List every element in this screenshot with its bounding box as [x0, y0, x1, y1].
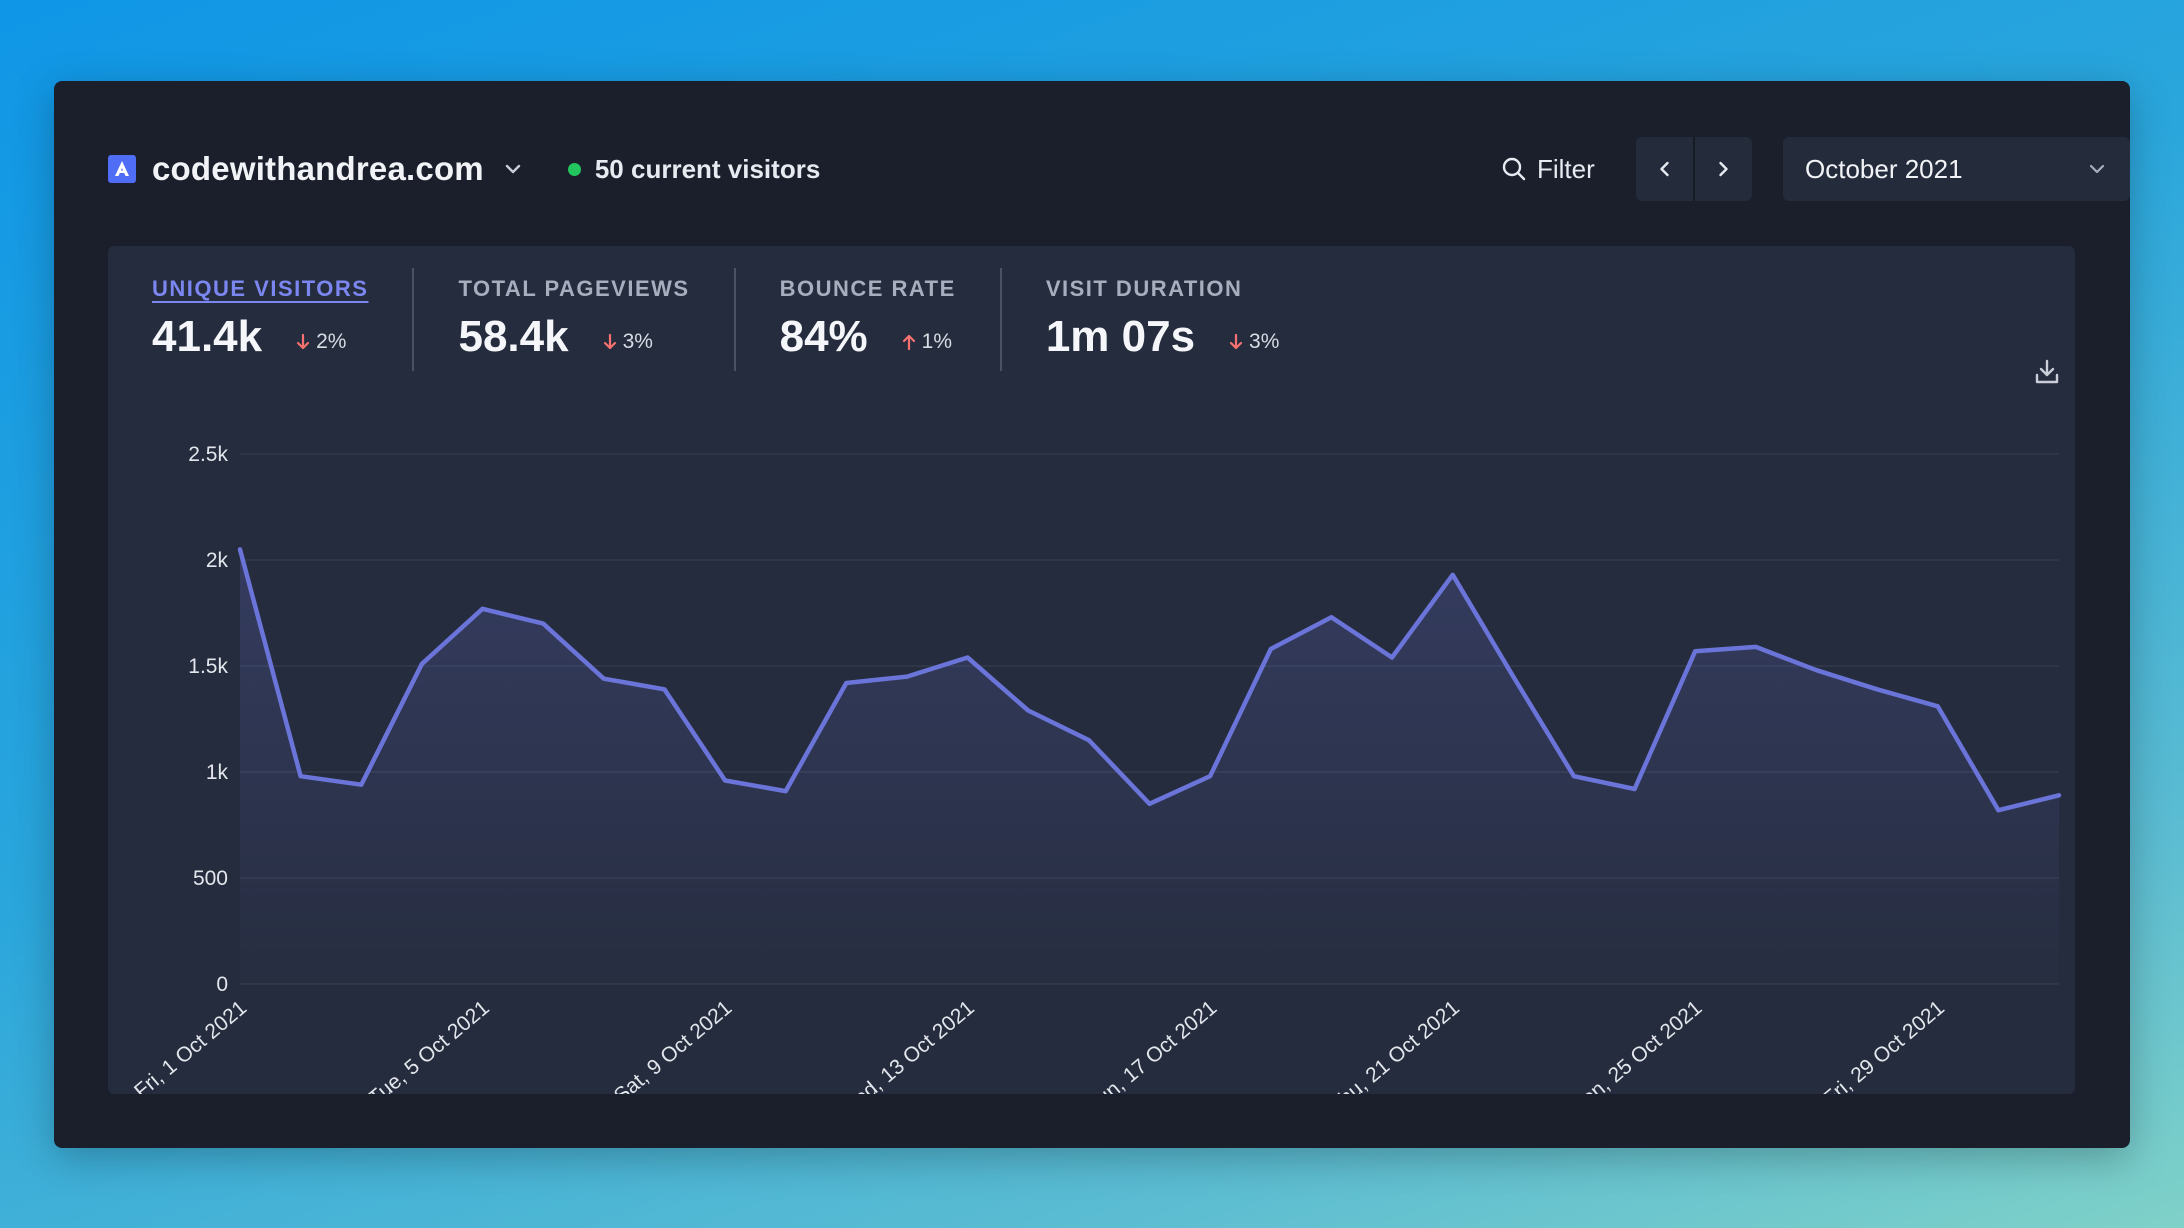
x-tick-label: Sat, 9 Oct 2021: [610, 996, 737, 1094]
chevron-left-icon: [1659, 161, 1669, 177]
x-tick-label: Fri, 1 Oct 2021: [130, 996, 251, 1094]
data-point[interactable]: [1499, 663, 1527, 691]
y-tick-label: 2.5k: [188, 443, 228, 466]
data-point[interactable]: [1378, 644, 1406, 672]
top-bar: codewithandrea.com 50 current visitors F…: [108, 137, 2130, 201]
data-point[interactable]: [590, 665, 618, 693]
y-tick-label: 1k: [206, 761, 229, 784]
data-point[interactable]: [1802, 656, 1830, 684]
stat-change: 1%: [902, 330, 952, 354]
arrow-up-icon: [902, 334, 915, 351]
live-status-dot: [567, 162, 581, 176]
data-point[interactable]: [287, 762, 315, 790]
x-tick-label: Tue, 5 Oct 2021: [364, 996, 494, 1094]
stat-total-pageviews[interactable]: TOTAL PAGEVIEWS 58.4k 3%: [458, 268, 736, 371]
pager-divider: [1693, 137, 1695, 201]
stat-label: VISIT DURATION: [1045, 276, 1243, 301]
filter-button[interactable]: Filter: [1501, 137, 1595, 201]
period-select[interactable]: October 2021: [1783, 137, 2130, 201]
data-point[interactable]: [1257, 635, 1285, 663]
data-point[interactable]: [1439, 561, 1467, 589]
site-selector[interactable]: codewithandrea.com 50 current visitors: [108, 137, 820, 201]
data-point[interactable]: [954, 644, 982, 672]
site-logo-icon: [108, 155, 136, 183]
stats-panel: 0 500 1k 1.5k 2k 2.5k Fri, 1 Oct 2021 Tue, 5 Oc…: [108, 246, 2075, 1094]
filter-label: Filter: [1537, 153, 1595, 184]
data-point[interactable]: [1560, 762, 1588, 790]
stat-change-value: 2%: [316, 330, 347, 353]
x-tick-label: Mon, 25 Oct 2021: [1564, 996, 1707, 1094]
x-tick-label: Thu, 21 Oct 2021: [1325, 996, 1464, 1094]
y-tick-label: 1.5k: [188, 655, 228, 678]
x-tick-label: Sun, 17 Oct 2021: [1081, 996, 1221, 1094]
stat-change-value: 3%: [1249, 330, 1280, 353]
stat-change-value: 1%: [921, 330, 953, 353]
current-visitors[interactable]: 50 current visitors: [567, 153, 821, 185]
data-point[interactable]: [529, 610, 557, 638]
data-point[interactable]: [772, 777, 800, 805]
data-point[interactable]: [1984, 796, 2012, 824]
search-icon: [1502, 157, 1526, 181]
arrow-down-icon: [1229, 333, 1243, 350]
current-visitors-label: 50 current visitors: [594, 153, 821, 184]
data-point[interactable]: [1136, 790, 1164, 818]
stat-change: 3%: [603, 330, 653, 354]
chevron-down-icon: [2089, 164, 2105, 174]
data-point[interactable]: [1742, 633, 1770, 661]
x-tick-label: Fri, 29 Oct 2021: [1819, 996, 1949, 1094]
arrow-down-icon: [603, 333, 616, 350]
site-name: codewithandrea.com: [152, 150, 484, 187]
stat-value: 1m 07s: [1045, 312, 1196, 361]
download-button[interactable]: [2031, 356, 2063, 388]
period-pager: [1636, 137, 1752, 201]
stat-label: UNIQUE VISITORS: [152, 276, 369, 301]
next-period-button[interactable]: [1695, 137, 1752, 201]
stat-change-value: 3%: [622, 330, 653, 353]
y-tick-label: 500: [193, 867, 228, 890]
analytics-window: codewithandrea.com 50 current visitors F…: [54, 81, 2130, 1148]
data-point[interactable]: [1196, 762, 1224, 790]
stat-value: 41.4k: [152, 312, 263, 361]
data-point[interactable]: [1317, 603, 1345, 631]
data-point[interactable]: [408, 650, 436, 678]
data-point[interactable]: [1863, 675, 1891, 703]
data-point[interactable]: [711, 766, 739, 794]
data-point[interactable]: [1681, 637, 1709, 665]
stat-value: 84%: [779, 312, 868, 361]
stat-unique-visitors[interactable]: UNIQUE VISITORS 41.4k 2%: [152, 268, 415, 371]
chevron-down-icon: [505, 164, 521, 174]
stat-label: BOUNCE RATE: [779, 276, 956, 301]
visitors-chart: 0 500 1k 1.5k 2k 2.5k Fri, 1 Oct 2021 Tue, 5 Oc…: [130, 443, 2073, 1094]
download-icon: [2035, 359, 2059, 384]
data-point[interactable]: [2045, 781, 2073, 809]
y-tick-label: 2k: [206, 549, 229, 572]
data-point[interactable]: [650, 675, 678, 703]
arrow-down-icon: [297, 333, 310, 350]
y-tick-label: 0: [216, 973, 228, 996]
stat-visit-duration[interactable]: VISIT DURATION 1m 07s 3%: [1046, 268, 1324, 371]
data-point[interactable]: [226, 535, 254, 563]
previous-period-button[interactable]: [1636, 137, 1693, 201]
data-point[interactable]: [469, 595, 497, 623]
chevron-right-icon: [1719, 161, 1729, 177]
data-point[interactable]: [347, 771, 375, 799]
x-tick-label: Wed, 13 Oct 2021: [835, 996, 979, 1094]
data-point[interactable]: [1014, 697, 1042, 725]
data-point[interactable]: [1075, 726, 1103, 754]
stat-change: 2%: [296, 330, 346, 354]
data-point[interactable]: [1621, 775, 1649, 803]
stat-value: 58.4k: [458, 312, 569, 361]
series-area: [240, 549, 2059, 984]
stats-row: UNIQUE VISITORS 41.4k 2% TOTAL PAGEVIEWS…: [152, 268, 1367, 371]
data-point[interactable]: [1924, 692, 1952, 720]
series-line: [237, 547, 2062, 813]
data-point[interactable]: [832, 669, 860, 697]
stat-bounce-rate[interactable]: BOUNCE RATE 84% 1%: [780, 268, 1002, 371]
stat-change: 3%: [1229, 330, 1279, 354]
data-point[interactable]: [893, 663, 921, 691]
period-label: October 2021: [1805, 153, 1963, 184]
stat-label: TOTAL PAGEVIEWS: [458, 276, 690, 301]
